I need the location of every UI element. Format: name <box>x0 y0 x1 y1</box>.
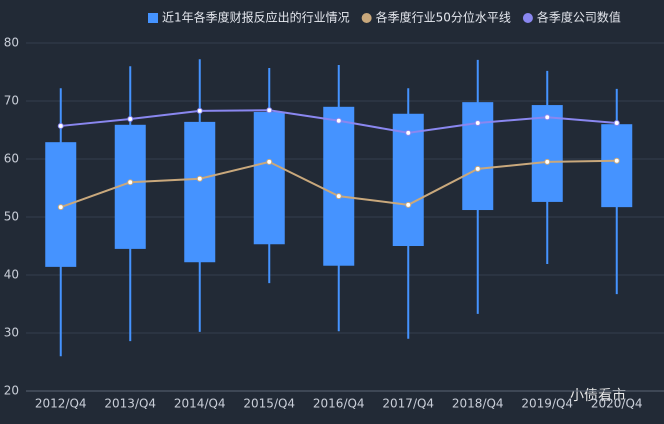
point <box>127 179 134 186</box>
box <box>323 106 355 266</box>
legend-label: 各季度行业50分位水平线 <box>376 10 511 25</box>
point <box>335 117 342 124</box>
x-tick-label: 2017/Q4 <box>382 397 434 411</box>
point <box>266 107 273 114</box>
x-tick-label: 2019/Q4 <box>521 397 573 411</box>
point <box>474 165 481 172</box>
x-tick-label: 2020/Q4 <box>591 397 643 411</box>
y-tick-label: 70 <box>4 94 19 108</box>
x-tick-label: 2014/Q4 <box>174 397 226 411</box>
x-tick-label: 2013/Q4 <box>104 397 156 411</box>
box <box>601 124 633 208</box>
x-tick-label: 2018/Q4 <box>452 397 504 411</box>
point <box>613 157 620 164</box>
x-tick-label: 2016/Q4 <box>313 397 365 411</box>
box <box>253 112 285 245</box>
y-tick-label: 50 <box>4 210 19 224</box>
box <box>462 102 494 211</box>
box <box>184 121 216 263</box>
point <box>335 193 342 200</box>
point <box>544 114 551 121</box>
point <box>266 158 273 165</box>
point <box>57 204 64 211</box>
y-tick-label: 60 <box>4 152 19 166</box>
legend-label: 近1年各季度财报反应出的行业情况 <box>162 10 350 25</box>
point <box>613 120 620 127</box>
point <box>544 158 551 165</box>
box <box>531 105 563 202</box>
point <box>405 129 412 136</box>
y-tick-label: 40 <box>4 268 19 282</box>
legend-swatch <box>148 13 158 23</box>
point <box>405 201 412 208</box>
point <box>57 122 64 129</box>
y-tick-label: 80 <box>4 36 19 50</box>
legend-swatch <box>522 13 533 23</box>
x-tick-label: 2015/Q4 <box>243 397 295 411</box>
y-tick-label: 30 <box>4 326 19 340</box>
y-tick-label: 20 <box>4 384 19 398</box>
point <box>196 107 203 114</box>
point <box>474 120 481 127</box>
legend-label: 各季度公司数值 <box>537 10 621 25</box>
x-tick-label: 2012/Q4 <box>35 397 87 411</box>
point <box>196 175 203 182</box>
legend-swatch <box>361 13 372 23</box>
point <box>127 115 134 122</box>
